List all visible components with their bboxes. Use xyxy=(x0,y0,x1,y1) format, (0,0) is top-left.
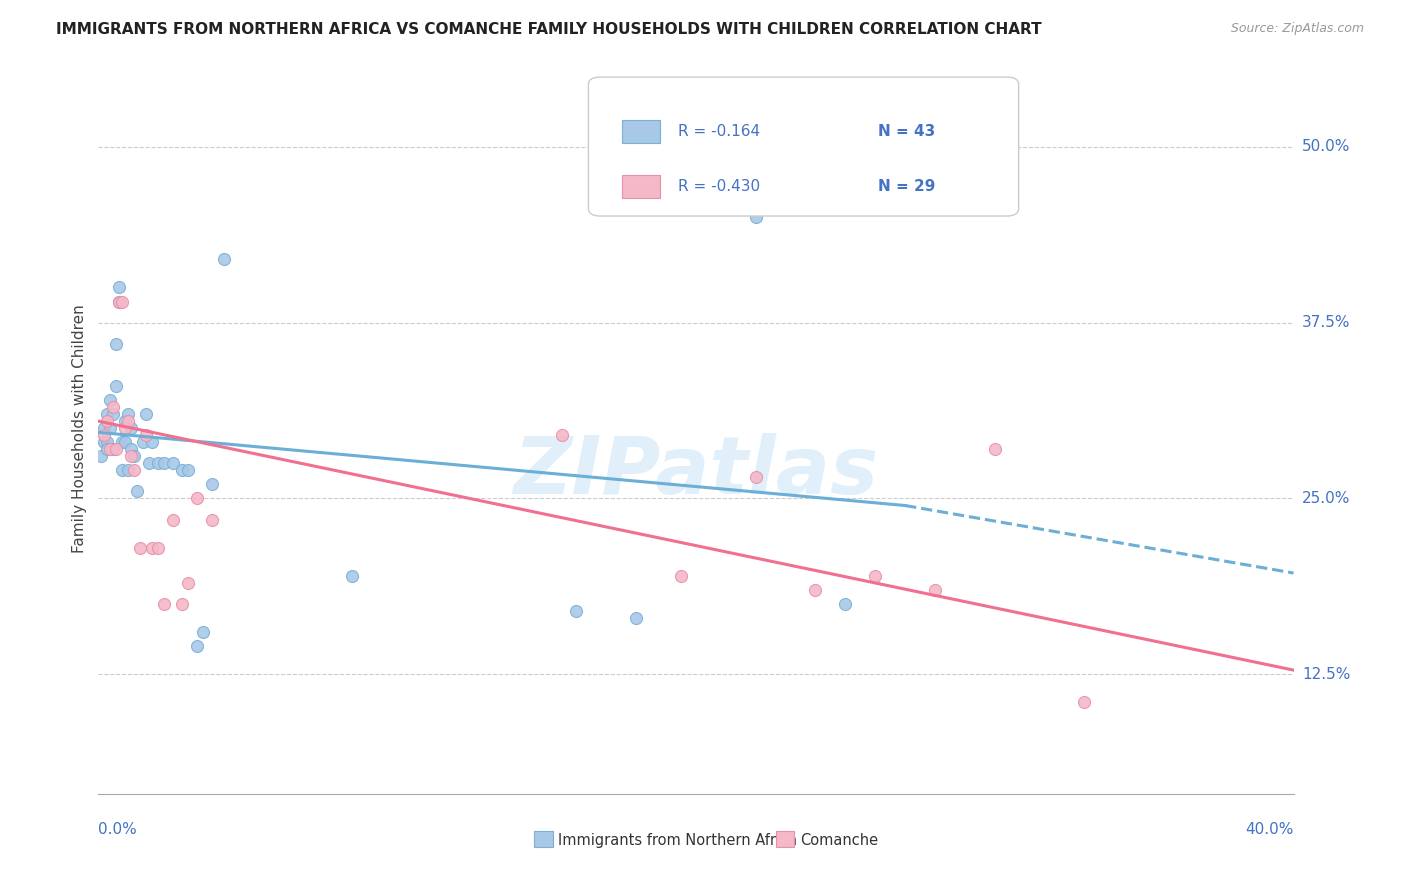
Point xyxy=(93,421,115,435)
Point xyxy=(342,569,364,583)
Point xyxy=(117,463,139,477)
Point xyxy=(105,442,128,457)
Text: 12.5%: 12.5% xyxy=(1302,667,1350,681)
Point xyxy=(894,168,917,182)
Text: R = -0.164: R = -0.164 xyxy=(678,124,761,139)
Point xyxy=(96,442,118,457)
Point xyxy=(103,400,125,414)
Point xyxy=(111,463,134,477)
Point xyxy=(105,379,128,393)
Point xyxy=(103,407,125,421)
Point xyxy=(114,435,136,450)
Point xyxy=(177,463,200,477)
Point xyxy=(186,491,208,506)
Point xyxy=(626,611,648,625)
Point xyxy=(132,435,155,450)
Text: IMMIGRANTS FROM NORTHERN AFRICA VS COMANCHE FAMILY HOUSEHOLDS WITH CHILDREN CORR: IMMIGRANTS FROM NORTHERN AFRICA VS COMAN… xyxy=(56,22,1042,37)
Point xyxy=(114,421,136,435)
Point xyxy=(834,597,856,611)
Point xyxy=(153,597,176,611)
Point xyxy=(201,477,224,491)
Point xyxy=(141,541,163,555)
Point xyxy=(1073,696,1095,710)
Point xyxy=(90,450,112,464)
Point xyxy=(177,575,200,590)
Point xyxy=(153,456,176,470)
Point xyxy=(98,392,122,407)
Point xyxy=(745,470,768,484)
Text: R = -0.430: R = -0.430 xyxy=(678,178,761,194)
Point xyxy=(924,582,946,597)
Point xyxy=(135,407,157,421)
Point xyxy=(565,604,588,618)
Point xyxy=(111,435,134,450)
Point xyxy=(191,625,214,640)
Point xyxy=(141,435,163,450)
Text: N = 29: N = 29 xyxy=(877,178,935,194)
Point xyxy=(745,210,768,224)
Point xyxy=(98,421,122,435)
Point xyxy=(129,541,152,555)
FancyBboxPatch shape xyxy=(589,77,1019,216)
Point xyxy=(93,428,115,442)
Point xyxy=(127,484,149,499)
Point xyxy=(135,428,157,442)
Point xyxy=(111,294,134,309)
Point xyxy=(120,450,142,464)
Text: 40.0%: 40.0% xyxy=(1246,822,1294,837)
Point xyxy=(162,456,184,470)
Point xyxy=(120,421,142,435)
Text: Source: ZipAtlas.com: Source: ZipAtlas.com xyxy=(1230,22,1364,36)
Point xyxy=(96,414,118,428)
Point xyxy=(201,513,224,527)
Text: ZIPatlas: ZIPatlas xyxy=(513,433,879,511)
Point xyxy=(117,414,139,428)
Point xyxy=(162,513,184,527)
Point xyxy=(98,442,122,457)
Text: 37.5%: 37.5% xyxy=(1302,315,1350,330)
Text: 25.0%: 25.0% xyxy=(1302,491,1350,506)
Point xyxy=(669,569,692,583)
Point xyxy=(186,639,208,653)
Point xyxy=(804,582,827,597)
Point xyxy=(138,456,160,470)
Text: Immigrants from Northern Africa: Immigrants from Northern Africa xyxy=(558,833,797,847)
Text: Comanche: Comanche xyxy=(800,833,879,847)
Point xyxy=(93,435,115,450)
Text: 50.0%: 50.0% xyxy=(1302,139,1350,154)
Point xyxy=(865,569,887,583)
Point xyxy=(108,280,131,294)
Point xyxy=(96,435,118,450)
Point xyxy=(148,541,170,555)
Text: 0.0%: 0.0% xyxy=(98,822,138,837)
Point xyxy=(124,463,146,477)
Point xyxy=(108,294,131,309)
Point xyxy=(550,428,572,442)
Point xyxy=(212,252,235,267)
Point xyxy=(120,442,142,457)
Text: N = 43: N = 43 xyxy=(877,124,935,139)
Point xyxy=(124,450,146,464)
Point xyxy=(172,463,194,477)
Point xyxy=(105,336,128,351)
Point xyxy=(114,414,136,428)
Point xyxy=(117,407,139,421)
Bar xyxy=(621,175,661,198)
Point xyxy=(103,442,125,457)
Bar xyxy=(621,120,661,144)
Point xyxy=(108,294,131,309)
Point xyxy=(96,407,118,421)
Point xyxy=(148,456,170,470)
Y-axis label: Family Households with Children: Family Households with Children xyxy=(72,304,87,552)
Point xyxy=(984,442,1007,457)
Point xyxy=(172,597,194,611)
